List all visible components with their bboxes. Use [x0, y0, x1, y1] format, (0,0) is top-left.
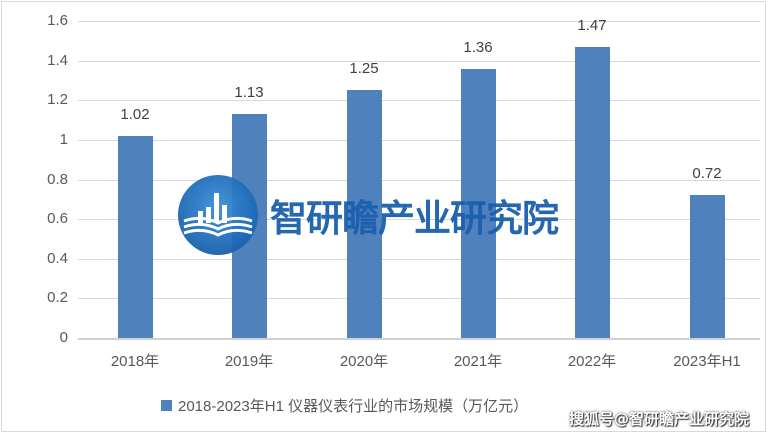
x-tick-label: 2020年 — [339, 353, 389, 370]
gridline — [78, 259, 760, 260]
y-tick-label: 0.8 — [47, 171, 68, 188]
data-label: 1.47 — [577, 17, 607, 34]
watermark: 智研瞻产业研究院 — [178, 175, 559, 255]
y-tick-label: 1.4 — [47, 52, 68, 69]
watermark-text: 智研瞻产业研究院 — [270, 197, 559, 240]
source-watermark: 搜狐号@智研瞻产业研究院 — [569, 410, 750, 428]
bar — [575, 47, 610, 338]
legend: 2018-2023年H1 仪器仪表行业的市场规模（万亿元） — [161, 395, 528, 416]
bar — [461, 69, 496, 338]
x-axis-line — [78, 338, 760, 340]
legend-label: 2018-2023年H1 仪器仪表行业的市场规模（万亿元） — [178, 398, 529, 415]
data-label: 1.13 — [234, 84, 264, 101]
y-tick-label: 1.2 — [47, 91, 68, 108]
gridline — [78, 219, 760, 220]
gridline — [78, 140, 760, 141]
x-tick-label: 2022年 — [567, 353, 617, 370]
y-tick-label: 1.6 — [47, 12, 68, 29]
gridline — [78, 298, 760, 299]
gridline — [78, 180, 760, 181]
gridline — [78, 21, 760, 22]
x-tick-label: 2018年 — [110, 353, 160, 370]
y-tick-label: 0 — [59, 329, 68, 346]
x-tick-label: 2019年 — [224, 353, 274, 370]
x-tick-label: 2021年 — [453, 353, 503, 370]
y-tick-label: 1 — [59, 131, 68, 148]
y-tick-label: 0.4 — [47, 250, 68, 267]
bar — [690, 195, 725, 338]
bar — [118, 136, 153, 338]
x-tick-label: 2023年H1 — [673, 353, 741, 370]
legend-swatch — [161, 400, 172, 411]
y-tick-label: 0.6 — [47, 210, 68, 227]
gridline — [78, 100, 760, 101]
watermark-logo-icon — [178, 175, 258, 255]
gridline — [78, 61, 760, 62]
y-tick-label: 0.2 — [47, 289, 68, 306]
data-label: 1.25 — [349, 60, 379, 77]
data-label: 1.02 — [120, 106, 150, 123]
bar — [347, 90, 382, 338]
data-label: 0.72 — [692, 165, 722, 182]
data-label: 1.36 — [463, 39, 493, 56]
